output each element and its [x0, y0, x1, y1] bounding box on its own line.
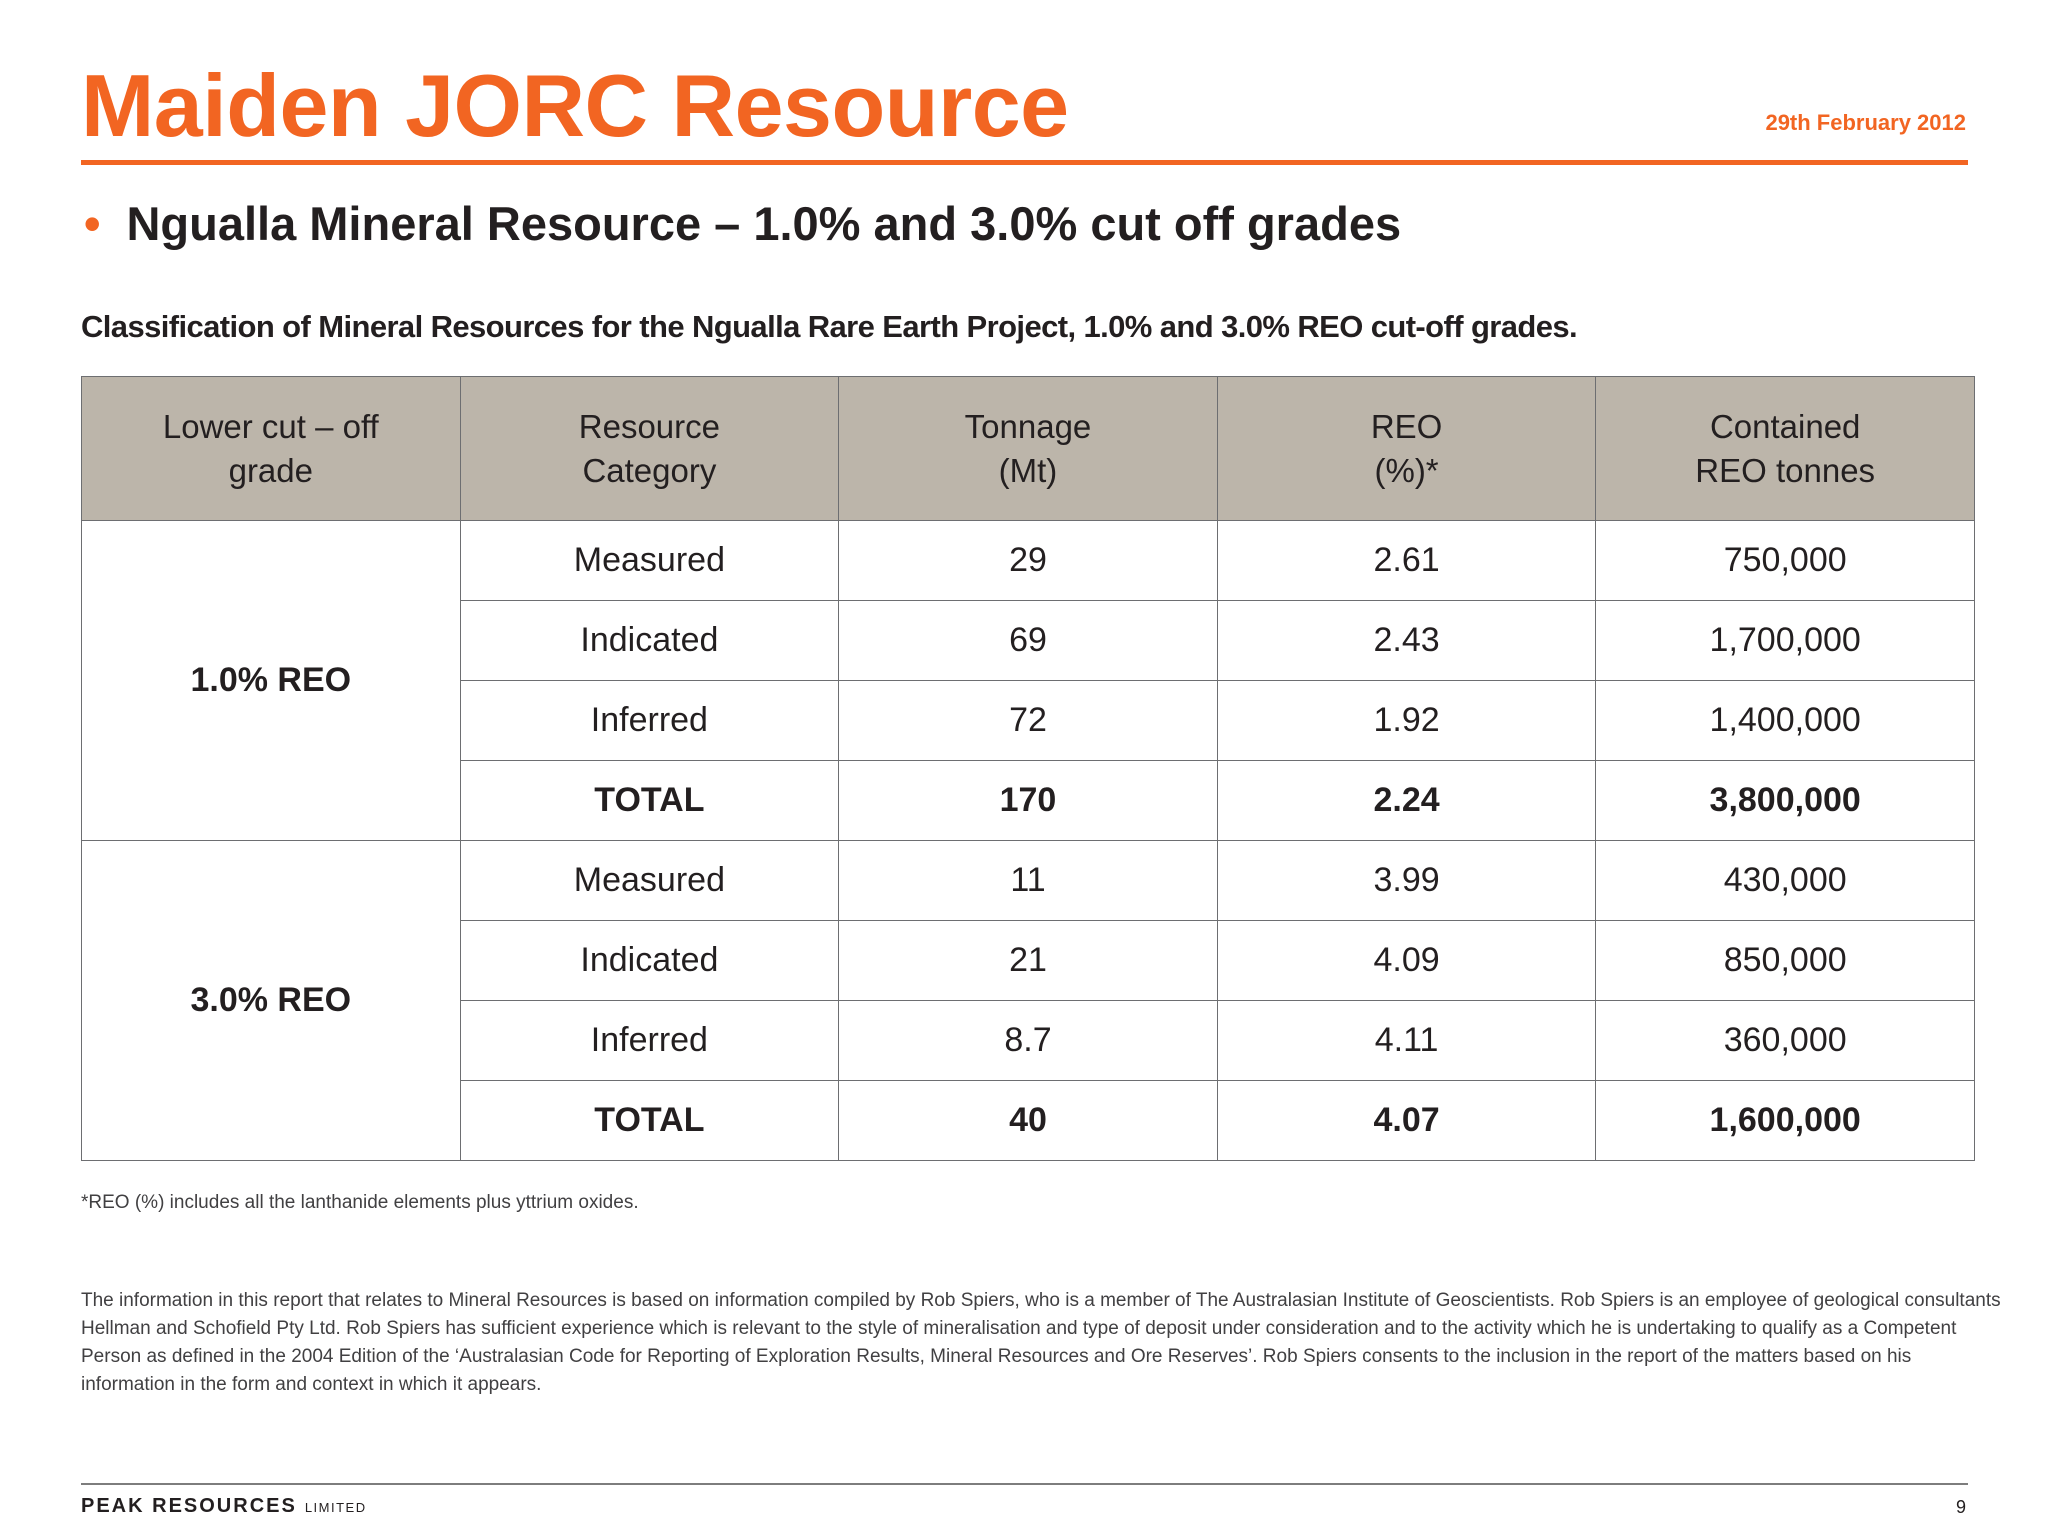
footer-divider — [81, 1483, 1968, 1485]
contained-cell: 360,000 — [1595, 1000, 1975, 1081]
header-reo-percent: REO (%)* — [1216, 376, 1597, 521]
contained-cell: 3,800,000 — [1595, 760, 1975, 841]
bullet-heading: • Ngualla Mineral Resource – 1.0% and 3.0… — [84, 196, 1401, 252]
reo-cell: 4.07 — [1216, 1080, 1597, 1161]
table-row: 1.0% REO Measured 29 2.61 750,000 — [81, 520, 1975, 841]
reo-cell: 2.43 — [1216, 600, 1597, 681]
tonnage-cell: 8.7 — [838, 1000, 1218, 1081]
contained-cell: 1,700,000 — [1595, 600, 1975, 681]
contained-cell: 1,400,000 — [1595, 680, 1975, 761]
slide-date: 29th February 2012 — [1765, 110, 1966, 135]
table-row: Inferred 72 1.92 1,400,000 — [82, 680, 1975, 761]
table-header-row: Lower cut – off grade Resource Category To… — [81, 376, 1975, 521]
reo-footnote: *REO (%) includes all the lanthanide ele… — [81, 1192, 639, 1213]
tonnage-cell: 170 — [838, 760, 1218, 841]
header-tonnage: Tonnage (Mt) — [838, 376, 1218, 521]
category-cell: Measured — [459, 840, 840, 921]
header-lower-cutoff-grade: Lower cut – off grade — [81, 376, 461, 521]
category-cell: Indicated — [459, 600, 840, 681]
tonnage-cell: 72 — [838, 680, 1218, 761]
reo-cell: 4.09 — [1216, 920, 1597, 1001]
competent-person-statement: The information in this report that rela… — [81, 1290, 2001, 1395]
page-number: 9 — [1955, 1497, 1966, 1517]
slide-title: Maiden JORC Resource — [81, 56, 1069, 155]
reo-cell: 2.61 — [1216, 520, 1597, 601]
category-cell: Inferred — [459, 1000, 840, 1081]
bullet-dot-icon: • — [84, 197, 101, 250]
table-row: 3.0% REO Measured 11 3.99 430,000 — [81, 840, 1975, 1161]
tonnage-cell: 29 — [838, 520, 1218, 601]
grade-cell: 1.0% REO — [81, 520, 461, 841]
company-name: PEAK RESOURCES — [81, 1495, 297, 1517]
tonnage-cell: 69 — [838, 600, 1218, 681]
reo-cell: 1.92 — [1216, 680, 1597, 761]
contained-cell: 750,000 — [1595, 520, 1975, 601]
category-cell: TOTAL — [459, 760, 840, 841]
reo-cell: 2.24 — [1216, 760, 1597, 841]
reo-cell: 4.11 — [1216, 1000, 1597, 1081]
table-total-row: TOTAL 170 2.24 3,800,000 — [82, 760, 1975, 841]
table-caption: Classification of Mineral Resources for … — [81, 309, 1578, 344]
tonnage-cell: 21 — [838, 920, 1218, 1001]
table-total-row: TOTAL 40 4.07 1,600,000 — [82, 1080, 1975, 1161]
category-cell: Inferred — [459, 680, 840, 761]
resource-table: Lower cut – off grade Resource Category To… — [81, 376, 1975, 1161]
table-row: Inferred 8.7 4.11 360,000 — [82, 1000, 1975, 1081]
bullet-text: Ngualla Mineral Resource – 1.0% and 3.0%… — [126, 197, 1402, 250]
category-cell: TOTAL — [459, 1080, 840, 1161]
header-contained-reo: Contained REO tonnes — [1595, 376, 1975, 521]
table-row: Indicated 21 4.09 850,000 — [82, 920, 1975, 1001]
reo-cell: 3.99 — [1216, 840, 1597, 921]
tonnage-cell: 40 — [838, 1080, 1218, 1161]
category-cell: Measured — [459, 520, 840, 601]
category-cell: Indicated — [459, 920, 840, 1001]
company-logo: PEAK RESOURCES LIMITED — [81, 1495, 367, 1518]
contained-cell: 850,000 — [1595, 920, 1975, 1001]
tonnage-cell: 11 — [838, 840, 1218, 921]
company-suffix: LIMITED — [304, 1500, 367, 1515]
title-divider — [81, 160, 1968, 165]
grade-cell: 3.0% REO — [81, 840, 461, 1161]
header-resource-category: Resource Category — [459, 376, 840, 521]
contained-cell: 430,000 — [1595, 840, 1975, 921]
contained-cell: 1,600,000 — [1595, 1080, 1975, 1161]
